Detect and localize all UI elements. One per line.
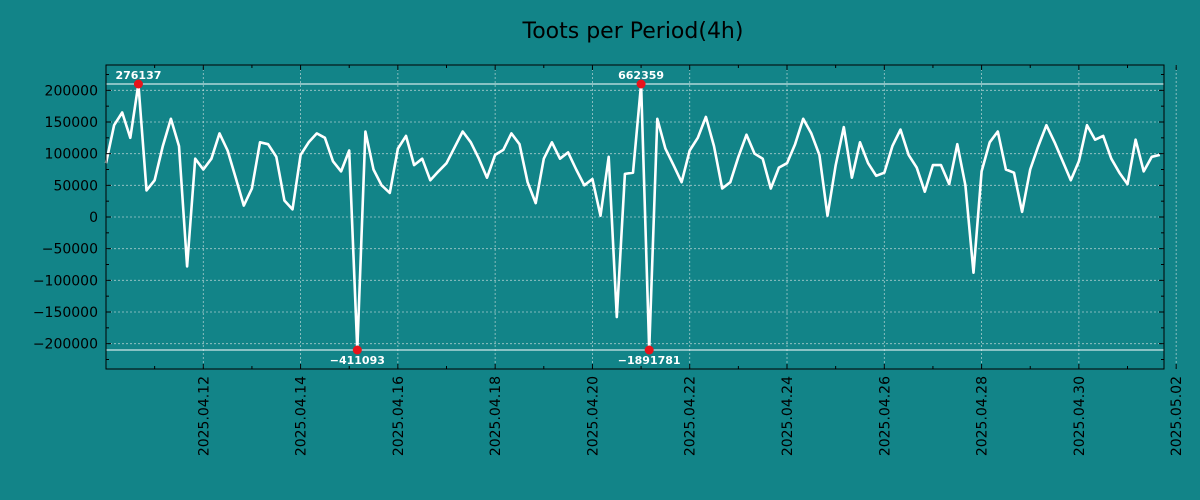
series-line-toots <box>104 82 1161 352</box>
y-tick-label: −150000 <box>33 305 98 321</box>
y-tick-label: 150000 <box>45 115 98 131</box>
x-tick-label: 2025.04.14 <box>294 376 310 456</box>
chart-title: Toots per Period(4h) <box>522 19 744 44</box>
x-tick-label: 2025.05.02 <box>1169 376 1185 456</box>
annotation-markers: 276137 −411093 662359 −1891781 <box>115 69 680 367</box>
annotation-label: 662359 <box>618 69 664 82</box>
series-layer <box>104 82 1161 352</box>
y-axis-ticks: 200000 150000 100000 50000 0 −50000 −100000 −15… <box>33 74 1164 360</box>
y-tick-label: −100000 <box>33 273 98 289</box>
x-tick-label: 2025.04.24 <box>780 376 796 456</box>
annotation-marker <box>352 345 362 355</box>
y-tick-label: 0 <box>89 210 98 226</box>
y-tick-label: 100000 <box>45 147 98 163</box>
y-tick-label: 50000 <box>53 178 98 194</box>
x-tick-label: 2025.04.28 <box>975 376 991 456</box>
annotation-marker <box>644 345 654 355</box>
annotation-marker <box>636 79 646 89</box>
x-tick-label: 2025.04.30 <box>1072 376 1088 456</box>
x-tick-label: 2025.04.18 <box>488 376 504 456</box>
annotation-marker <box>133 79 143 89</box>
annotation-label: −411093 <box>330 354 385 367</box>
x-tick-label: 2025.04.22 <box>683 376 699 456</box>
annotation-label: 276137 <box>115 69 161 82</box>
y-tick-label: 200000 <box>45 83 98 99</box>
grid <box>106 65 1177 369</box>
clip-lines <box>106 83 1164 351</box>
annotation-label: −1891781 <box>618 354 681 367</box>
y-tick-label: −200000 <box>33 337 98 353</box>
x-tick-label: 2025.04.16 <box>391 376 407 456</box>
x-axis-ticks: 2025.04.12 2025.04.14 2025.04.16 2025.04.18… <box>154 65 1185 456</box>
x-tick-label: 2025.04.26 <box>877 376 893 456</box>
x-tick-label: 2025.04.12 <box>196 376 212 456</box>
y-tick-label: −50000 <box>42 242 98 258</box>
x-tick-label: 2025.04.20 <box>585 376 601 456</box>
